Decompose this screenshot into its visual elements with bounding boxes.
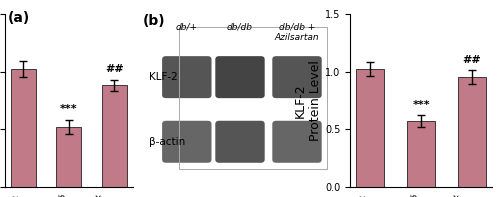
Text: ***: *** (60, 104, 78, 114)
FancyBboxPatch shape (272, 121, 322, 163)
FancyBboxPatch shape (216, 121, 264, 163)
Text: KLF-2: KLF-2 (149, 72, 178, 82)
FancyBboxPatch shape (162, 121, 212, 163)
Text: db/db +
Azilsartan: db/db + Azilsartan (274, 22, 320, 42)
FancyBboxPatch shape (272, 56, 322, 98)
Text: β-actin: β-actin (149, 137, 185, 147)
Text: db/db: db/db (227, 22, 253, 31)
Bar (356, 69, 384, 187)
Text: ##: ## (462, 55, 481, 65)
Bar (56, 127, 81, 187)
FancyBboxPatch shape (216, 56, 264, 98)
FancyBboxPatch shape (162, 56, 212, 98)
Bar (11, 69, 36, 187)
Y-axis label: KLF-2
Protein Level: KLF-2 Protein Level (294, 60, 322, 141)
Text: (b): (b) (143, 14, 166, 28)
Text: ##: ## (105, 64, 124, 74)
Bar (102, 85, 126, 187)
Text: (a): (a) (8, 11, 30, 25)
Bar (458, 77, 486, 187)
Text: ***: *** (412, 100, 430, 110)
Text: db/+: db/+ (176, 22, 198, 31)
Bar (408, 121, 435, 187)
